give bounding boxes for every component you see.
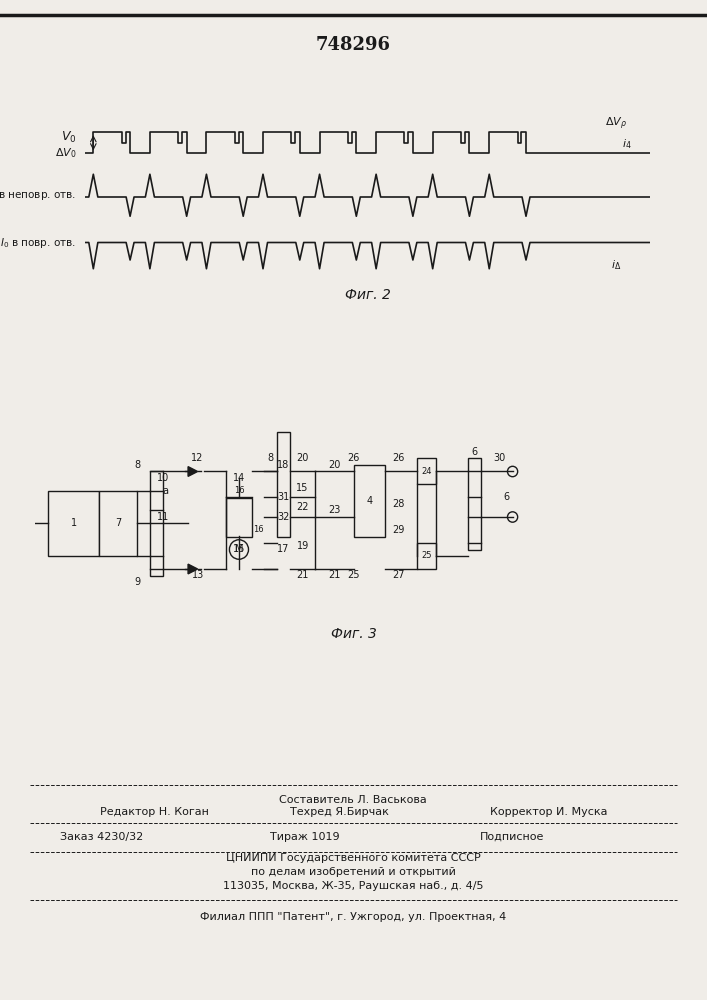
Text: 1: 1 (71, 518, 76, 528)
Text: 8: 8 (268, 453, 274, 463)
Text: 16: 16 (233, 486, 245, 495)
Text: 21: 21 (328, 570, 341, 580)
Text: 26: 26 (392, 453, 404, 463)
Text: 25: 25 (421, 551, 432, 560)
Bar (417, 458, 436, 484)
Text: 20: 20 (296, 453, 309, 463)
Text: 28: 28 (392, 499, 404, 509)
Text: $i_\Delta$: $i_\Delta$ (611, 258, 621, 272)
Polygon shape (188, 564, 198, 574)
Text: 24: 24 (421, 467, 432, 476)
Polygon shape (188, 467, 198, 476)
Text: 12: 12 (192, 453, 204, 463)
Text: $i_4$: $i_4$ (622, 138, 632, 151)
Text: Составитель Л. Васькова: Составитель Л. Васькова (279, 795, 427, 805)
Text: 4: 4 (366, 496, 373, 506)
Text: 13: 13 (192, 570, 204, 580)
Bar (226, 497, 252, 536)
Text: 19: 19 (296, 541, 309, 551)
Text: 22: 22 (296, 502, 309, 512)
Text: 29: 29 (392, 525, 404, 535)
Text: 20: 20 (328, 460, 341, 470)
Text: 6: 6 (472, 447, 477, 457)
Text: 15: 15 (233, 544, 245, 554)
Text: Фиг. 3: Фиг. 3 (331, 627, 376, 641)
Text: 8: 8 (134, 460, 140, 470)
Text: 748296: 748296 (315, 36, 390, 54)
Bar (277, 432, 290, 536)
Text: Подписное: Подписное (480, 832, 544, 842)
Text: 18: 18 (277, 460, 290, 470)
Text: Тираж 1019: Тираж 1019 (270, 832, 339, 842)
Text: 7: 7 (115, 518, 121, 528)
Text: Фиг. 2: Фиг. 2 (345, 288, 390, 302)
Text: $V_0$: $V_0$ (61, 130, 76, 145)
Bar (48, 491, 99, 556)
Bar (150, 471, 163, 575)
Text: $I_0$ в повр. отв.: $I_0$ в повр. отв. (1, 235, 76, 249)
Text: Заказ 4230/32: Заказ 4230/32 (60, 832, 144, 842)
Text: Филиал ППП "Патент", г. Ужгород, ул. Проектная, 4: Филиал ППП "Патент", г. Ужгород, ул. Про… (200, 912, 506, 922)
Text: Техред Я.Бирчак: Техред Я.Бирчак (290, 807, 389, 817)
Text: по делам изобретений и открытий: по делам изобретений и открытий (250, 867, 455, 877)
Text: 30: 30 (493, 453, 506, 463)
Text: 17: 17 (277, 544, 290, 554)
Text: 26: 26 (347, 453, 360, 463)
Bar (99, 491, 137, 556)
Text: a: a (163, 486, 168, 496)
Bar (468, 458, 481, 549)
Text: $\Delta V_\rho$: $\Delta V_\rho$ (605, 115, 627, 132)
Text: Редактор Н. Коган: Редактор Н. Коган (100, 807, 209, 817)
Text: $I_0$ в неповр. отв.: $I_0$ в неповр. отв. (0, 188, 76, 202)
Text: 32: 32 (277, 512, 290, 522)
Text: Корректор И. Муска: Корректор И. Муска (490, 807, 607, 817)
Text: 10: 10 (156, 473, 169, 483)
Text: 16: 16 (252, 525, 264, 534)
Bar (354, 465, 385, 536)
Bar (417, 543, 436, 569)
Text: 11: 11 (156, 512, 169, 522)
Text: $\Delta V_0$: $\Delta V_0$ (54, 146, 76, 160)
Text: 25: 25 (347, 570, 360, 580)
Text: 23: 23 (328, 505, 341, 515)
Text: 14: 14 (233, 473, 245, 483)
Text: 31: 31 (277, 492, 290, 502)
Text: 9: 9 (134, 577, 140, 587)
Text: 113035, Москва, Ж-35, Раушская наб., д. 4/5: 113035, Москва, Ж-35, Раушская наб., д. … (223, 881, 484, 891)
Text: 27: 27 (392, 570, 404, 580)
Text: 21: 21 (296, 570, 309, 580)
Text: 15: 15 (296, 483, 309, 493)
Text: ЦНИИПИ Государственного комитета СССР: ЦНИИПИ Государственного комитета СССР (226, 853, 480, 863)
Text: M: M (235, 544, 243, 554)
Text: 6: 6 (503, 492, 509, 502)
